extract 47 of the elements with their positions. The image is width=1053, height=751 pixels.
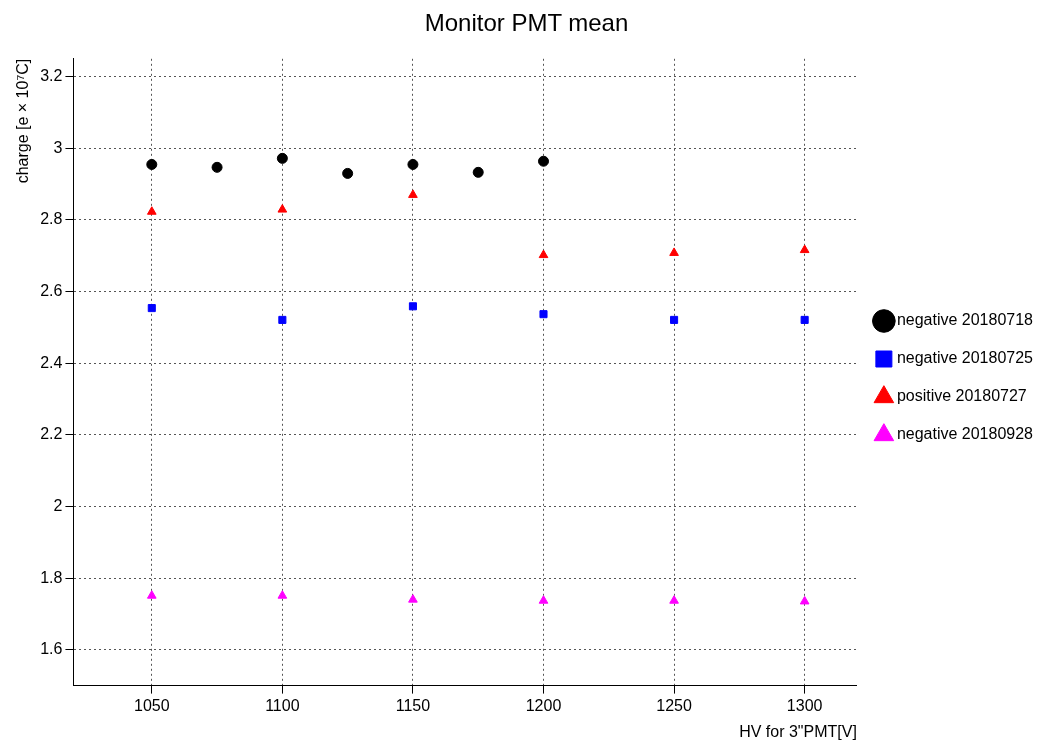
point <box>472 166 484 178</box>
y-tick-label: 2.6 <box>40 282 63 300</box>
point <box>147 304 156 313</box>
y-axis-title: charge [e × 10⁷C] <box>14 58 32 184</box>
x-tick-label: 1300 <box>786 696 823 714</box>
point <box>539 310 548 319</box>
point <box>669 247 679 256</box>
chart-title: Monitor PMT mean <box>424 9 629 37</box>
x-tick-label: 1100 <box>265 696 300 714</box>
x-tick-label: 1200 <box>525 696 562 714</box>
y-tick-label: 3 <box>53 138 63 156</box>
point <box>146 158 158 170</box>
point <box>408 594 418 603</box>
y-tick-label: 3.2 <box>40 67 63 85</box>
legend-label: negative 20180718 <box>896 311 1034 329</box>
point <box>538 595 549 604</box>
x-tick-label: 1250 <box>656 696 692 714</box>
point <box>408 189 418 198</box>
y-tick-label: 2.8 <box>40 210 63 228</box>
point <box>276 152 288 164</box>
y-tick-label: 1.8 <box>40 568 63 586</box>
point <box>538 155 549 167</box>
point <box>408 302 417 311</box>
legend-label: negative 20180725 <box>896 349 1034 367</box>
point <box>670 315 679 324</box>
point <box>278 315 287 324</box>
legend-label: negative 20180928 <box>896 425 1034 443</box>
point <box>211 161 223 173</box>
point <box>799 595 810 605</box>
x-tick-label: 1150 <box>395 696 431 714</box>
point <box>800 315 809 324</box>
y-tick-label: 2 <box>53 496 63 514</box>
y-tick-label: 2.4 <box>40 353 63 371</box>
point <box>277 204 288 213</box>
legend-label: positive 20180727 <box>896 387 1027 405</box>
x-tick-label: 1050 <box>133 696 170 714</box>
point <box>669 595 679 604</box>
point <box>146 206 157 215</box>
point <box>799 244 810 254</box>
point <box>146 590 157 599</box>
point <box>342 167 354 179</box>
point <box>407 158 419 170</box>
y-tick-label: 1.6 <box>40 640 63 658</box>
x-axis-title: HV for 3"PMT[V] <box>739 722 857 740</box>
point <box>277 590 288 599</box>
y-tick-label: 2.2 <box>40 425 63 443</box>
point <box>538 249 549 259</box>
